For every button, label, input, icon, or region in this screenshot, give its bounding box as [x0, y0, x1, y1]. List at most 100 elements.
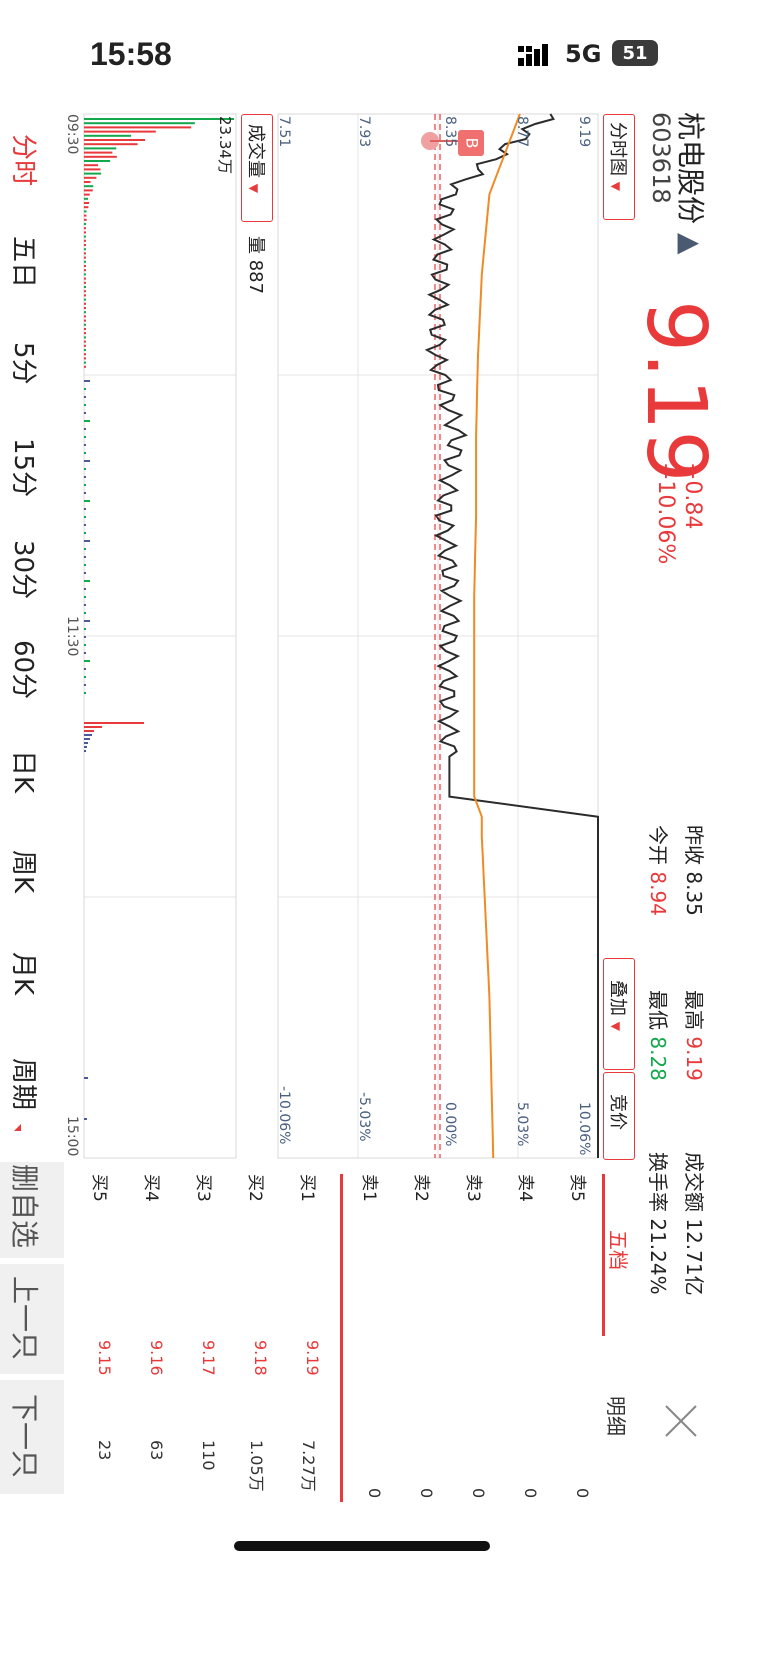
volume-bar — [84, 332, 86, 335]
sell-level-label: 卖2 — [411, 1174, 431, 1202]
auction-button[interactable] — [603, 1072, 635, 1160]
volume-bar — [84, 302, 86, 305]
volume-bar — [84, 412, 86, 414]
sell-level-volume: 0 — [521, 1488, 540, 1499]
period-tab-7[interactable]: 周K — [8, 850, 38, 894]
volume-bar — [84, 294, 86, 297]
buy-level-label: 买5 — [89, 1174, 109, 1202]
period-caret-icon — [14, 1124, 21, 1131]
status-time: 15:58 — [90, 36, 172, 72]
tab-active-indicator — [602, 1174, 605, 1336]
sell-level-volume: 0 — [365, 1488, 384, 1499]
volume-bar — [84, 692, 86, 694]
volume-bar — [84, 130, 156, 133]
volume-bar — [84, 239, 86, 242]
volume-bar — [84, 340, 86, 343]
buy-level-label: 买1 — [297, 1174, 317, 1202]
sell-level-label: 卖5 — [567, 1174, 587, 1202]
volume-bar — [84, 492, 86, 494]
volume-bar — [84, 524, 86, 526]
volume-bar — [84, 311, 86, 314]
volume-bar — [84, 160, 111, 162]
close-icon[interactable] — [662, 1402, 700, 1444]
volume-bar — [84, 746, 87, 748]
sell-level-label: 卖4 — [515, 1174, 535, 1202]
volume-bar — [84, 365, 86, 368]
volume-bar — [84, 612, 86, 614]
volume-bar — [84, 227, 86, 230]
volume-bar — [84, 468, 86, 470]
volume-bar — [84, 404, 86, 406]
volume-bar — [84, 508, 86, 510]
period-tab-4[interactable]: 30分 — [8, 540, 38, 600]
period-tab-0[interactable]: 分时 — [8, 134, 38, 187]
volume-bar — [84, 118, 234, 120]
volume-bar — [84, 269, 86, 272]
battery-level: 51 — [622, 42, 648, 64]
volume-bar — [84, 476, 86, 478]
volume-bar — [84, 214, 87, 217]
volume-bar — [84, 344, 86, 347]
sell-level-volume: 0 — [573, 1488, 592, 1499]
volume-bar — [84, 290, 86, 293]
time-tick-label: 09:30 — [64, 114, 80, 155]
buy-level-volume: 1.05万 — [247, 1440, 266, 1492]
volume-bar — [84, 256, 86, 259]
volume-bar — [84, 134, 132, 137]
home-indicator[interactable] — [234, 1541, 490, 1551]
volume-selector-label: 成交量 ▼ — [245, 124, 266, 193]
volume-value: 量 887 — [245, 236, 266, 295]
price-panel-border — [277, 113, 599, 1159]
volume-bar — [84, 357, 86, 360]
buy-level-label: 买4 — [141, 1174, 161, 1202]
period-tab-8[interactable]: 月K — [8, 952, 38, 996]
volume-bar — [84, 126, 192, 129]
pct-tick-label: 0.00% — [442, 1102, 458, 1147]
price-tick-label: 7.51 — [276, 116, 292, 148]
overlay-button[interactable] — [603, 958, 635, 1070]
volume-bar — [84, 185, 94, 188]
volume-bar — [84, 734, 92, 736]
prev-stock-button[interactable] — [0, 1264, 64, 1374]
sell-level-volume: 0 — [417, 1488, 436, 1499]
volume-bar — [84, 452, 86, 454]
volume-bar — [84, 143, 138, 146]
period-tab-3[interactable]: 15分 — [8, 438, 38, 498]
volume-bar — [84, 500, 90, 502]
network-label: 5G — [565, 40, 602, 68]
volume-bar — [84, 604, 86, 606]
period-tab-9[interactable]: 周期 — [8, 1058, 38, 1111]
volume-bar — [84, 210, 87, 213]
period-tab-5[interactable]: 60分 — [8, 640, 38, 700]
delete-watchlist-button[interactable] — [0, 1162, 64, 1258]
chart-type-selector[interactable] — [603, 114, 635, 220]
next-stock-button[interactable] — [0, 1380, 64, 1494]
volume-bar — [84, 168, 101, 171]
buy-level-volume: 7.27万 — [299, 1440, 318, 1492]
volume-bar — [84, 298, 86, 301]
volume-bar — [84, 580, 90, 582]
volume-bar — [84, 176, 97, 179]
period-tab-6[interactable]: 日K — [8, 750, 38, 794]
period-tab-1[interactable]: 五日 — [8, 236, 38, 289]
volume-bar — [84, 644, 86, 646]
period-tab-2[interactable]: 5分 — [8, 342, 38, 385]
volume-selector[interactable] — [241, 114, 273, 222]
buy-level-price: 9.19 — [303, 1340, 322, 1376]
buy-level-label: 买3 — [193, 1174, 213, 1202]
buy-level-volume: 23 — [95, 1440, 114, 1461]
buy-level-volume: 63 — [147, 1440, 166, 1461]
price-tick-label: 9.19 — [576, 116, 592, 148]
volume-bar — [84, 361, 86, 364]
time-tick-label: 15:00 — [64, 1116, 80, 1157]
volume-bar — [84, 151, 113, 154]
price-tick-label: 8.77 — [514, 116, 530, 148]
volume-bar — [84, 323, 86, 326]
pct-tick-label: 10.06% — [576, 1102, 592, 1156]
volume-bar — [84, 319, 86, 322]
volume-bar — [84, 1118, 87, 1120]
sell-level-label: 卖1 — [359, 1174, 379, 1202]
volume-bar — [84, 620, 90, 622]
volume-bar — [84, 281, 86, 284]
